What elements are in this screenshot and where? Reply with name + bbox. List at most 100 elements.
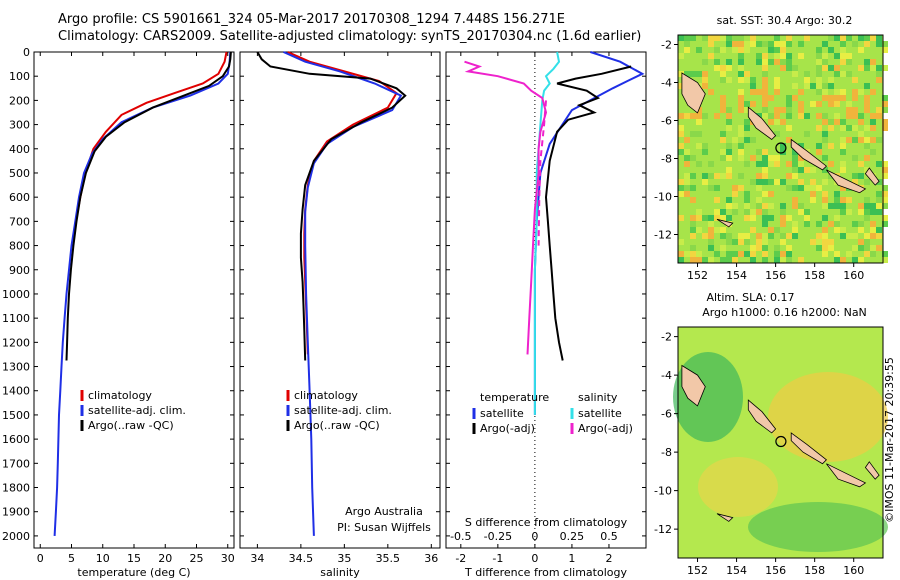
sst-cell [846, 53, 852, 59]
sst-cell [870, 149, 876, 155]
sst-cell [834, 95, 840, 101]
sst-cell [882, 215, 888, 221]
sst-cell [816, 47, 822, 53]
sst-cell [876, 77, 882, 83]
imos-credit: ©IMOS 11-Mar-2017 20:39:55 [883, 357, 896, 523]
difference-xtick-label: -1 [492, 552, 503, 565]
salinity-series-satellite-adj-clim- [283, 51, 403, 536]
sst-cell [828, 245, 834, 251]
sst-cell [864, 197, 870, 203]
sst-cell [744, 137, 750, 143]
sst-cell [822, 197, 828, 203]
sst-cell [768, 227, 774, 233]
sst-cell [768, 215, 774, 221]
title-line-2: Climatology: CARS2009. Satellite-adjuste… [58, 29, 642, 44]
sst-cell [882, 167, 888, 173]
sst-cell [882, 107, 888, 113]
sst-cell [762, 53, 768, 59]
sst-cell [690, 173, 696, 179]
sst-cell [786, 35, 792, 41]
sst-map-xtick-label: 154 [726, 269, 747, 282]
sst-cell [864, 59, 870, 65]
sst-cell [696, 215, 702, 221]
sst-cell [720, 77, 726, 83]
sst-cell [744, 41, 750, 47]
sst-cell [828, 221, 834, 227]
sst-cell [744, 47, 750, 53]
sst-cell [750, 83, 756, 89]
sst-cell [864, 215, 870, 221]
sst-cell [786, 101, 792, 107]
sst-cell [792, 221, 798, 227]
sst-cell [738, 41, 744, 47]
sst-cell [696, 47, 702, 53]
sst-cell [696, 131, 702, 137]
sst-cell [744, 71, 750, 77]
sst-cell [780, 203, 786, 209]
sst-cell [804, 35, 810, 41]
sst-cell [840, 41, 846, 47]
sst-cell [852, 221, 858, 227]
sst-cell [762, 257, 768, 263]
sst-cell [882, 251, 888, 257]
sla-map-xtick-label: 152 [687, 564, 708, 577]
sst-cell [726, 197, 732, 203]
sst-cell [702, 215, 708, 221]
sst-cell [834, 203, 840, 209]
sst-cell [696, 209, 702, 215]
sst-cell [780, 107, 786, 113]
sst-cell [858, 89, 864, 95]
sst-cell [798, 179, 804, 185]
sst-cell [678, 131, 684, 137]
sst-cell [786, 113, 792, 119]
sst-cell [702, 257, 708, 263]
sst-cell [798, 185, 804, 191]
sst-cell [708, 53, 714, 59]
sst-cell [864, 155, 870, 161]
sst-cell [882, 197, 888, 203]
difference-top-tick-label: 0.25 [560, 530, 585, 543]
sst-cell [810, 197, 816, 203]
sst-cell [732, 257, 738, 263]
sst-cell [858, 119, 864, 125]
sst-cell [696, 113, 702, 119]
salinity-legend-label: climatology [294, 389, 358, 402]
sst-cell [738, 143, 744, 149]
sst-cell [708, 245, 714, 251]
sst-map-argo-marker [775, 142, 787, 154]
sst-cell [738, 233, 744, 239]
sst-cell [882, 125, 888, 131]
sst-cell [852, 179, 858, 185]
sst-cell [756, 197, 762, 203]
sst-map-ytick-label: -8 [661, 153, 672, 166]
sst-cell [756, 89, 762, 95]
sst-cell [870, 221, 876, 227]
sst-cell [840, 185, 846, 191]
sst-cell [708, 35, 714, 41]
sst-cell [678, 71, 684, 77]
sst-cell [870, 137, 876, 143]
sst-cell [726, 155, 732, 161]
sst-cell [726, 167, 732, 173]
sst-cell [822, 233, 828, 239]
sst-cell [750, 209, 756, 215]
sst-cell [726, 59, 732, 65]
sst-cell [864, 203, 870, 209]
sst-cell [822, 191, 828, 197]
sst-cell [876, 209, 882, 215]
sst-cell [816, 125, 822, 131]
sst-cell [756, 149, 762, 155]
salinity-xtick-label: 35.5 [376, 552, 401, 565]
sst-cell [768, 161, 774, 167]
depth-tick-label: 200 [9, 94, 30, 107]
sst-cell [798, 41, 804, 47]
sst-map-land [716, 218, 734, 228]
depth-tick-label: 100 [9, 70, 30, 83]
sst-cell [792, 161, 798, 167]
temperature-xtick-label: 0 [37, 552, 44, 565]
sst-cell [738, 185, 744, 191]
sst-cell [720, 35, 726, 41]
depth-tick-label: 2000 [2, 530, 30, 543]
sst-cell [762, 155, 768, 161]
sst-cell [690, 35, 696, 41]
